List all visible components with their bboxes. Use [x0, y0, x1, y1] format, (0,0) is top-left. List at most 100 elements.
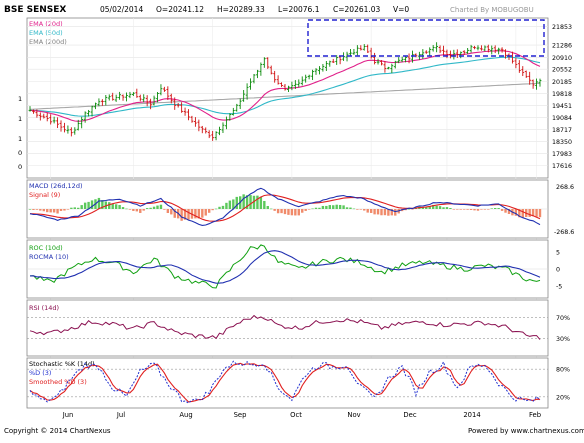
macd-histogram-bar — [180, 209, 183, 221]
stochastic-content — [27, 360, 548, 404]
macd-histogram-bar — [156, 205, 159, 209]
macd-histogram-bar — [183, 209, 187, 220]
macd-histogram-bar — [469, 209, 473, 210]
legend-ema200: EMA (200d) — [29, 38, 67, 46]
price-y-tick-7: 19084 — [552, 115, 572, 122]
macd-histogram-bar — [335, 204, 338, 209]
macd-histogram-bar — [225, 202, 228, 209]
macd-histogram-bar — [242, 194, 245, 209]
macd-y-tick-1: -268.6 — [554, 229, 574, 236]
macd-histogram-bar — [366, 209, 369, 213]
macd-histogram-bar — [314, 207, 318, 209]
macd-histogram-bar — [504, 209, 507, 213]
price-left-tick-3: 0 — [18, 149, 22, 157]
macd-histogram-bar — [290, 209, 294, 216]
macd-histogram-bar — [111, 203, 114, 209]
macd-histogram-bar — [170, 209, 173, 215]
macd-histogram-bar — [46, 209, 49, 213]
macd-histogram-bar — [132, 209, 135, 211]
copyright-label: Copyright © 2014 ChartNexus — [4, 427, 111, 435]
x-label-jun: Jun — [62, 411, 74, 419]
macd-histogram-bar — [380, 209, 383, 216]
macd-histogram-bar — [452, 209, 456, 210]
macd-histogram-bar — [145, 208, 149, 209]
macd-histogram-bar — [97, 197, 101, 209]
legend-stoch-d: %D (3) — [29, 369, 51, 377]
macd-histogram-bar — [128, 209, 132, 210]
macd-histogram-bar — [104, 201, 108, 209]
macd-histogram-bar — [387, 209, 390, 216]
macd-histogram-bar — [435, 205, 438, 209]
macd-histogram-bar — [449, 208, 452, 209]
stoch-k-line — [29, 360, 541, 404]
price-y-tick-0: 21853 — [552, 24, 572, 31]
stochastic-panel: Stochastic %K (14d) %D (3) Smoothed %D (… — [26, 357, 570, 409]
legend-rsi: RSI (14d) — [29, 304, 59, 312]
price-y-tick-5: 19818 — [552, 91, 572, 98]
macd-histogram-bar — [283, 209, 287, 215]
macd-histogram-bar — [249, 195, 252, 209]
open-label: O=20241.12 — [156, 5, 204, 14]
macd-histogram-bar — [369, 209, 373, 213]
macd-histogram-bar — [287, 209, 290, 215]
macd-content — [27, 187, 548, 226]
macd-histogram-bar — [521, 209, 524, 218]
volume-label: V=0 — [393, 5, 409, 14]
macd-histogram-bar — [297, 209, 300, 216]
price-left-tick-1: 1 — [18, 115, 22, 123]
date-label: 05/02/2014 — [100, 5, 143, 14]
macd-histogram-bar — [431, 204, 435, 209]
legend-roc: ROC (10d) — [29, 244, 63, 252]
macd-histogram-bar — [421, 207, 425, 209]
macd-histogram-bar — [232, 199, 235, 209]
symbol-label: BSE SENSEX — [4, 5, 66, 15]
macd-panel: MACD (26d,12d) Signal (9) 268.6 -268.6 — [26, 179, 574, 239]
macd-histogram-bar — [73, 207, 76, 209]
price-left-tick-0: 1 — [18, 95, 22, 103]
macd-histogram-bar — [394, 209, 397, 216]
macd-histogram-bar — [390, 209, 394, 216]
macd-y-tick-labels: 268.6 -268.6 — [554, 184, 574, 236]
macd-histogram-bar — [425, 206, 428, 209]
macd-histogram-bar — [538, 209, 542, 218]
x-axis-labels: Jun Jul Aug Sep Oct Nov Dec 2014 Feb — [62, 411, 541, 419]
roc-y-tick-1: 0 — [556, 267, 560, 274]
legend-ema50: EMA (50d) — [29, 29, 63, 37]
macd-histogram-bar — [80, 205, 83, 209]
macd-histogram-bar — [349, 207, 352, 209]
rsi-line — [29, 314, 541, 340]
macd-histogram-bar — [32, 209, 35, 210]
legend-stoch-smoothed: Smoothed %D (3) — [29, 378, 87, 386]
macd-histogram-bar — [163, 209, 166, 210]
roc-panel: ROC (10d) ROCMA (10) 5 0 -5 — [26, 239, 562, 299]
x-label-2014: 2014 — [463, 411, 480, 419]
rsi-y-tick-1: 30% — [556, 336, 570, 343]
macd-histogram-bar — [338, 204, 342, 209]
macd-histogram-bar — [518, 209, 521, 218]
macd-histogram-bar — [531, 209, 535, 216]
macd-histogram-bar — [173, 209, 176, 218]
macd-histogram-bar — [221, 205, 225, 209]
high-label: H=20289.33 — [217, 5, 265, 14]
rsi-panel: RSI (14d) 70% 30% — [26, 299, 570, 357]
macd-histogram-bar — [332, 205, 335, 209]
macd-histogram-bar — [166, 209, 170, 213]
macd-histogram-bar — [363, 209, 366, 211]
price-y-tick-9: 18350 — [552, 139, 572, 146]
macd-histogram-bar — [497, 208, 500, 209]
macd-histogram-bar — [77, 207, 80, 209]
macd-histogram-bar — [280, 209, 283, 214]
macd-histogram-bar — [49, 209, 52, 213]
macd-histogram-bar — [459, 209, 462, 210]
macd-histogram-bar — [383, 209, 387, 216]
macd-histogram-bar — [273, 209, 276, 211]
macd-histogram-bar — [211, 209, 214, 211]
macd-histogram-bar — [373, 209, 376, 215]
close-label: C=20261.03 — [333, 5, 381, 14]
macd-histogram-bar — [59, 209, 63, 211]
price-y-tick-8: 18717 — [552, 127, 572, 134]
macd-histogram-bar — [411, 209, 414, 210]
macd-histogram-bar — [187, 209, 190, 220]
ema200-line — [29, 82, 541, 110]
